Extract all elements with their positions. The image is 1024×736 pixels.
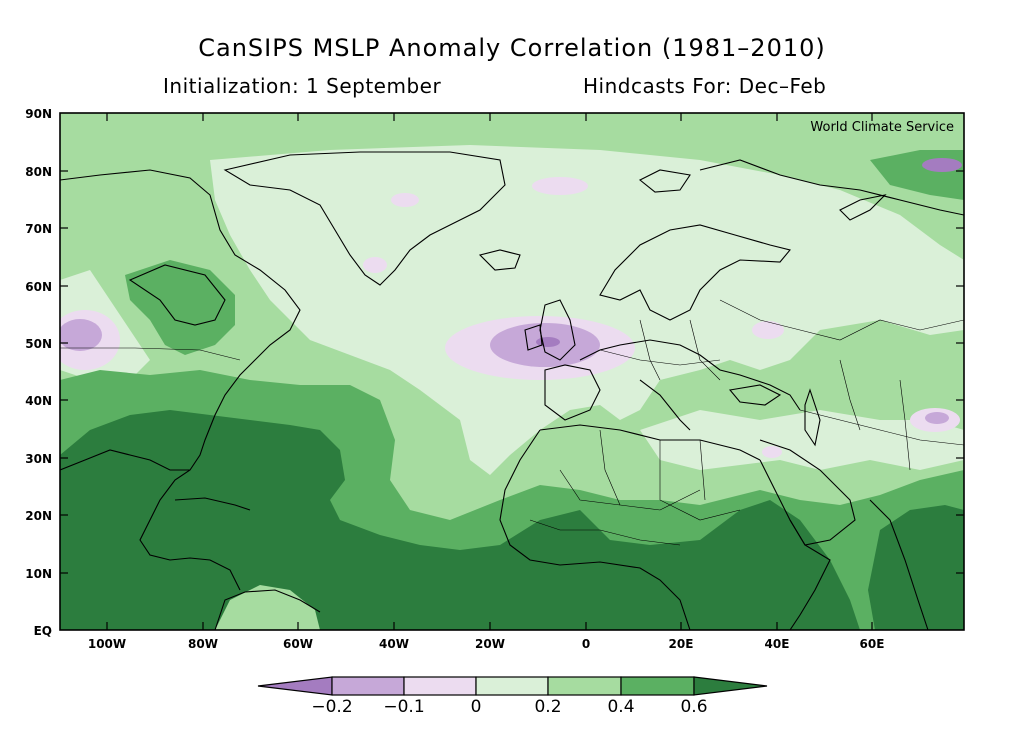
coast-italy [639, 379, 691, 431]
lat-label: 20N [25, 509, 52, 523]
lat-ticks [60, 170, 964, 574]
coast-arabia [759, 439, 856, 546]
field-0-0.2-middle-east [640, 410, 964, 470]
field-gt0.6-caribbean [60, 410, 860, 630]
lon-label: 40W [379, 637, 409, 651]
lat-label: 50N [25, 337, 52, 351]
initialization-subtitle: Initialization: 1 September [163, 74, 442, 98]
border-us-canada [60, 347, 241, 361]
border-asia-2 [839, 359, 861, 431]
coast-caspian [804, 388, 821, 447]
colorbar-seg-gt0.6 [693, 676, 768, 696]
coast-east-africa [759, 459, 831, 630]
coast-arctic-russia [699, 159, 964, 216]
colorbar-label: 0.6 [680, 697, 707, 717]
lat-label: 60N [25, 280, 52, 294]
colorbar-seg-0-0.2 [475, 676, 549, 696]
lat-label: 90N [25, 107, 52, 121]
colorbar-seg-lt-neg0.2 [257, 676, 333, 696]
colorbar-seg-0.2-0.4 [547, 676, 622, 696]
lat-labels: 90N 80N 70N 60N 50N 40N 30N 20N 10N EQ [25, 107, 52, 638]
coast-greenland [223, 151, 506, 286]
lon-label: 80W [188, 637, 218, 651]
field-gt0.6-india [868, 505, 964, 630]
lon-label: 40E [765, 637, 790, 651]
lon-label: 60E [860, 637, 885, 651]
field-neg-russia [752, 321, 784, 339]
field-neg-canada-mid [60, 319, 102, 351]
field-0-0.2-north-atlantic [210, 145, 964, 475]
lon-labels: 100W 80W 60W 40W 20W 0 20E 40E 60E [88, 637, 885, 651]
coastlines [60, 151, 964, 630]
coast-hudson-bay [128, 264, 226, 326]
coast-west-africa [499, 429, 691, 630]
field-neg-central-asia-mid [925, 412, 949, 424]
lat-label: 30N [25, 452, 52, 466]
border-europe-2 [639, 319, 661, 381]
correlation-field [60, 113, 964, 630]
colorbar-seg-neg0.2-neg0.1 [331, 676, 405, 696]
colorbar-labels: −0.2 −0.1 0 0.2 0.4 0.6 [311, 697, 707, 717]
coast-south-america [214, 589, 321, 630]
border-africa-3 [659, 440, 741, 521]
borders [60, 299, 964, 546]
field-neg-greenland [391, 193, 419, 207]
colorbar-label: 0.4 [607, 697, 634, 717]
lat-label: 40N [25, 394, 52, 408]
border-africa-5 [529, 519, 681, 546]
coast-black-sea [728, 384, 782, 406]
coast-iberia [544, 364, 601, 421]
coast-mexico-gulf [60, 449, 190, 471]
lon-label: 0 [582, 637, 590, 651]
lon-label: 20E [669, 637, 694, 651]
colorbar-label: 0 [471, 697, 482, 717]
watermark-text: World Climate Service [810, 120, 954, 135]
border-europe-3 [689, 319, 721, 381]
coast-europe [579, 339, 801, 411]
lon-label: 60W [283, 637, 313, 651]
colorbar [257, 676, 768, 696]
border-europe-1 [599, 349, 721, 366]
coast-iceland [478, 249, 521, 271]
lat-label: EQ [34, 624, 52, 638]
field-neg-arctic [532, 177, 588, 195]
lat-label: 10N [25, 567, 52, 581]
lon-ticks [106, 113, 873, 630]
coast-scandinavia [599, 224, 791, 321]
border-africa-2 [599, 429, 621, 506]
coast-ireland [524, 324, 543, 351]
coast-novaya-zemlya [839, 194, 887, 221]
coast-north-america [60, 169, 301, 591]
colorbar-label: −0.1 [383, 697, 424, 717]
coast-svalbard [638, 169, 691, 193]
lat-label: 80N [25, 165, 52, 179]
lon-label: 20W [475, 637, 505, 651]
border-asia-1 [799, 409, 964, 446]
border-asia-3 [899, 379, 911, 471]
colorbar-seg-neg0.1-0 [403, 676, 477, 696]
coast-cuba [174, 497, 251, 511]
border-africa-4 [699, 439, 706, 501]
map-title: CanSIPS MSLP Anomaly Correlation (1981–2… [198, 34, 826, 62]
field-neg-greenland-s [363, 257, 387, 273]
lat-label: 70N [25, 222, 52, 236]
colorbar-seg-0.4-0.6 [620, 676, 695, 696]
hindcast-subtitle: Hindcasts For: Dec–Feb [583, 74, 827, 98]
field-0.2-0.4-south-america [215, 585, 320, 630]
border-russia [719, 299, 964, 341]
map-frame [59, 112, 965, 631]
colorbar-label: −0.2 [311, 697, 352, 717]
field-neg-arctic-east [922, 158, 962, 172]
lon-label: 100W [88, 637, 126, 651]
field-neg-arabia [762, 446, 782, 458]
colorbar-label: 0.2 [534, 697, 561, 717]
field-0.4-0.6-hudson [125, 260, 235, 355]
coast-india [869, 499, 929, 630]
